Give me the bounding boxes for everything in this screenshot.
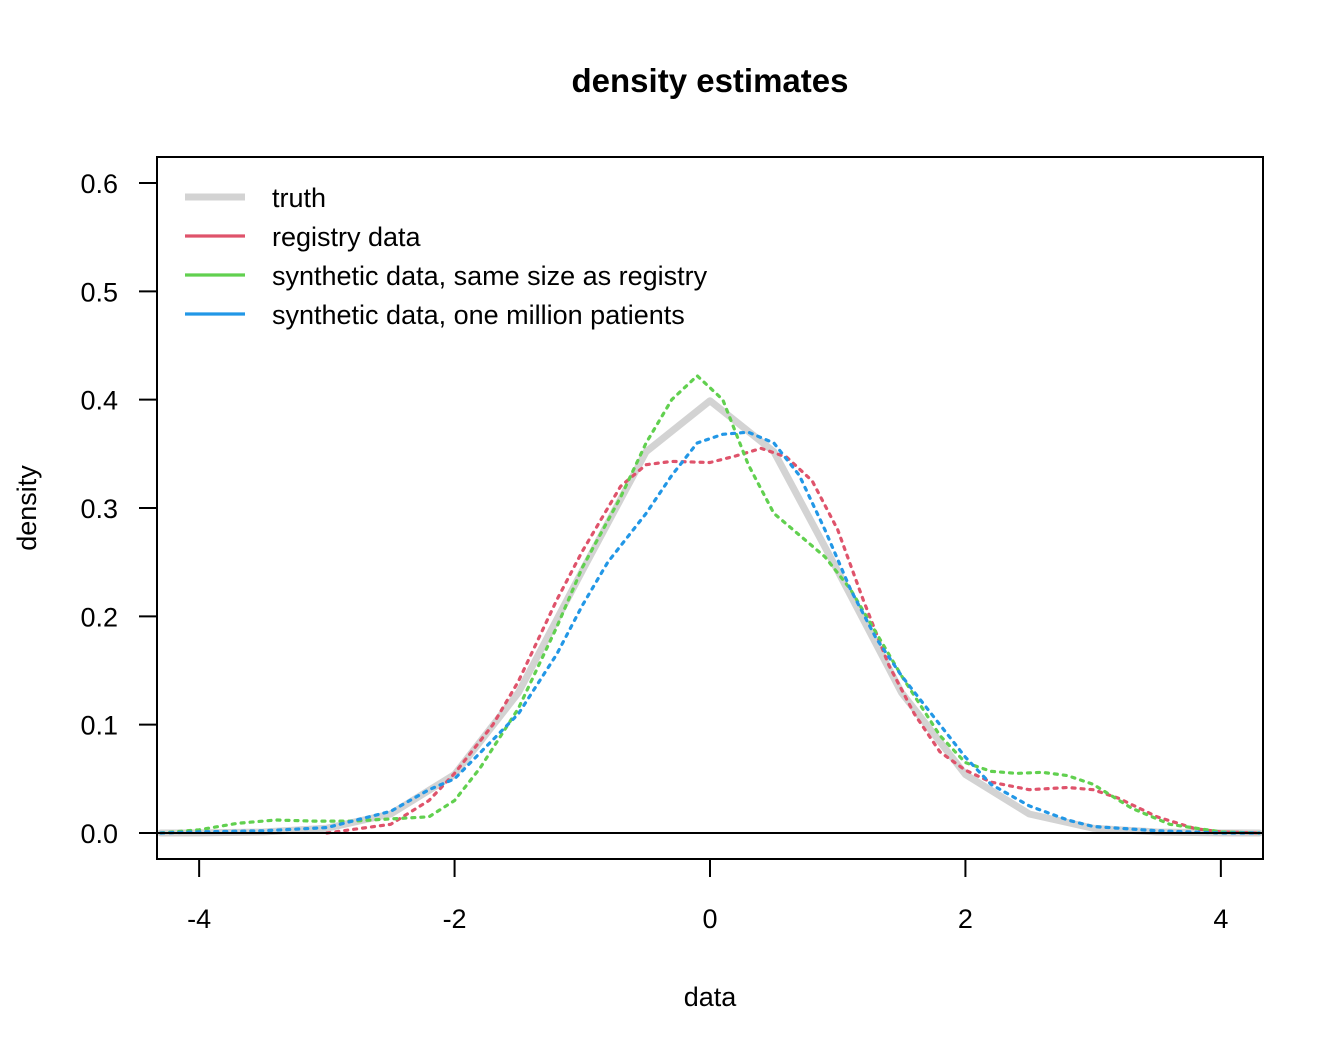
x-axis-label: data [684,982,738,1012]
series-line-4 [159,430,1261,835]
y-tick-label: 0.2 [80,602,118,632]
series-line-3 [159,374,1261,835]
y-axis-label: density [12,465,42,551]
y-tick-label: 0.1 [80,711,118,741]
x-tick-label: 2 [958,904,973,934]
y-tick-label: 0.0 [80,819,118,849]
plot-curves [157,374,1263,837]
x-axis: -4 -2 0 2 4 [187,858,1228,934]
legend-label-2: registry data [272,222,422,252]
x-tick-label: -4 [187,904,211,934]
y-tick-label: 0.4 [80,386,118,416]
legend-label-3: synthetic data, same size as registry [272,261,708,291]
chart-title: density estimates [572,62,849,99]
series-line-2 [325,446,1261,835]
y-tick-label: 0.3 [80,494,118,524]
x-tick-label: 0 [702,904,717,934]
y-tick-label: 0.6 [80,169,118,199]
y-axis: 0.0 0.1 0.2 0.3 0.4 0.5 0.6 [80,169,158,849]
y-tick-label: 0.5 [80,277,118,307]
legend-label-4: synthetic data, one million patients [272,300,685,330]
x-tick-label: -2 [443,904,467,934]
legend-label-1: truth [272,183,326,213]
x-tick-label: 4 [1213,904,1228,934]
legend: truth registry data synthetic data, same s… [185,183,708,330]
